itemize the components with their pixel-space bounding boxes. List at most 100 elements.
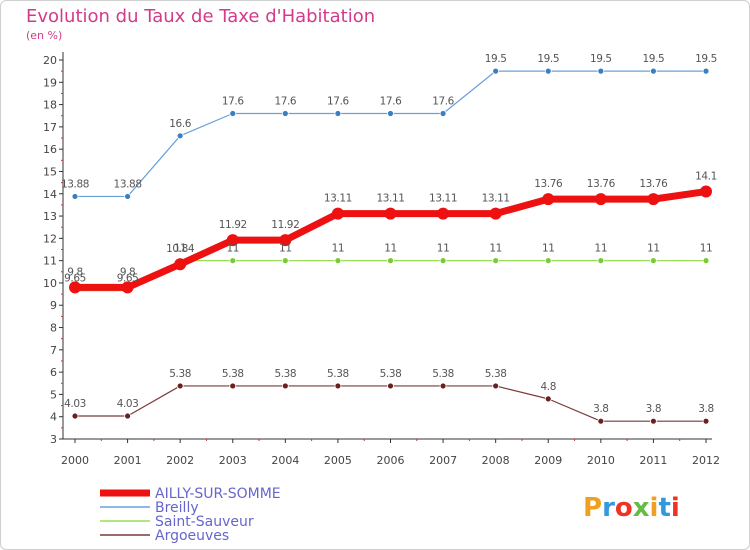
data-label-breilly: 19.5 [643, 53, 665, 65]
data-point-argoeuves [439, 382, 447, 390]
data-point-argoeuves [650, 417, 657, 425]
data-point-breilly [650, 67, 657, 75]
data-label-saint-sauveur: 11 [437, 243, 450, 255]
proxiti-logo-text: Proxiti [583, 493, 680, 523]
data-point-argoeuves [229, 382, 237, 390]
data-label-argoeuves: 3.8 [646, 403, 662, 415]
y-tick-label: 20 [43, 54, 57, 67]
data-point-breilly [439, 110, 447, 117]
data-label-argoeuves: 4.03 [117, 398, 139, 410]
data-point-saint-sauveur [650, 257, 657, 265]
data-label-ailly-sur-somme: 13.76 [534, 178, 563, 190]
data-label-argoeuves: 5.38 [432, 368, 454, 380]
data-point-breilly [597, 67, 605, 75]
data-label-ailly-sur-somme: 9.8 [67, 266, 83, 278]
data-point-saint-sauveur [334, 257, 342, 265]
data-point-saint-sauveur [597, 257, 605, 265]
data-label-ailly-sur-somme: 9.8 [120, 266, 136, 278]
data-label-breilly: 19.5 [590, 53, 612, 65]
data-label-breilly: 17.6 [380, 96, 402, 108]
data-point-breilly [71, 193, 79, 200]
data-point-breilly [124, 193, 131, 200]
x-tick-label: 2012 [692, 454, 720, 467]
data-label-argoeuves: 5.38 [222, 368, 244, 380]
data-label-argoeuves: 5.38 [169, 368, 191, 380]
y-tick-label: 14 [43, 188, 57, 201]
y-tick-label: 16 [43, 143, 57, 156]
data-point-ailly-sur-somme [226, 234, 239, 247]
data-label-ailly-sur-somme: 11.92 [271, 219, 299, 231]
y-tick-label: 10 [43, 277, 57, 290]
y-tick-label: 17 [43, 121, 57, 134]
data-point-ailly-sur-somme [279, 234, 292, 247]
y-tick-label: 4 [50, 411, 57, 424]
data-point-saint-sauveur [702, 257, 710, 265]
data-label-ailly-sur-somme: 13.76 [587, 178, 616, 190]
axes: 3 4 5 6 7 8 9 10 11 12 13 14 15 16 17 18 19 20 2000 2001 200… [43, 52, 720, 467]
y-tick-label: 9 [50, 299, 57, 312]
data-label-argoeuves: 5.38 [485, 368, 507, 380]
data-label-breilly: 17.6 [432, 96, 454, 108]
data-point-argoeuves [702, 417, 710, 425]
data-label-breilly: 19.5 [537, 53, 559, 65]
legend-label-argoeuves: Argoeuves [155, 528, 229, 544]
data-label-argoeuves: 5.38 [274, 368, 296, 380]
data-label-saint-sauveur: 11 [174, 243, 187, 255]
data-point-ailly-sur-somme [384, 207, 397, 220]
data-label-saint-sauveur: 11 [489, 243, 502, 255]
data-point-saint-sauveur [387, 257, 394, 265]
x-tick-label: 2011 [639, 454, 667, 467]
data-label-ailly-sur-somme: 10.84 [166, 243, 195, 255]
data-label-saint-sauveur: 11 [647, 243, 660, 255]
data-label-breilly: 17.6 [222, 96, 244, 108]
data-point-saint-sauveur [281, 257, 289, 265]
series-line-argoeuves [74, 385, 707, 422]
data-point-ailly-sur-somme [647, 193, 660, 206]
y-tick-label: 11 [43, 255, 57, 268]
data-label-argoeuves: 4.8 [541, 381, 557, 393]
data-label-saint-sauveur: 11 [226, 243, 239, 255]
data-point-ailly-sur-somme [121, 281, 134, 294]
data-label-ailly-sur-somme: 11.92 [219, 219, 247, 231]
y-tick-label: 6 [50, 366, 57, 379]
data-label-ailly-sur-somme: 13.11 [482, 193, 510, 205]
data-label-ailly-sur-somme: 13.11 [324, 193, 352, 205]
data-label-ailly-sur-somme: 14.1 [695, 171, 717, 183]
x-tick-label: 2005 [324, 454, 352, 467]
data-point-breilly [492, 67, 500, 75]
data-point-argoeuves [281, 382, 289, 390]
data-label-argoeuves: 4.03 [64, 398, 86, 410]
data-label-breilly: 19.5 [695, 53, 717, 65]
legend: AILLY-SUR-SOMMEBreillySaint-SauveurArgoe… [100, 486, 281, 544]
data-label-saint-sauveur: 11 [595, 243, 608, 255]
data-label-saint-sauveur: 11 [542, 243, 555, 255]
legend-label-ailly-sur-somme: AILLY-SUR-SOMME [155, 486, 281, 502]
data-point-ailly-sur-somme [437, 207, 450, 220]
data-point-ailly-sur-somme [594, 193, 607, 206]
y-tick-label: 7 [50, 344, 57, 357]
x-tick-label: 2000 [61, 454, 89, 467]
legend-label-breilly: Breilly [155, 500, 199, 516]
data-point-argoeuves [334, 382, 342, 390]
y-tick-label: 13 [43, 210, 57, 223]
data-point-argoeuves [492, 382, 500, 390]
data-point-argoeuves [71, 412, 79, 420]
data-point-ailly-sur-somme [542, 193, 555, 206]
x-tick-label: 2003 [219, 454, 247, 467]
data-label-argoeuves: 5.38 [380, 368, 402, 380]
data-point-argoeuves [124, 412, 131, 420]
value-labels: 13.88 13.88 16.6 17.6 17.6 17.6 17.6 17.6 19.5 19… [61, 53, 717, 415]
series-points [69, 67, 712, 425]
proxiti-logo: Proxiti [583, 493, 680, 523]
data-point-breilly [544, 67, 552, 75]
legend-label-saint-sauveur: Saint-Sauveur [155, 514, 254, 530]
data-label-breilly: 13.88 [114, 178, 142, 190]
data-point-saint-sauveur [439, 257, 447, 265]
data-label-breilly: 17.6 [274, 96, 296, 108]
data-point-ailly-sur-somme [331, 207, 344, 220]
data-label-ailly-sur-somme: 13.11 [376, 193, 404, 205]
data-point-ailly-sur-somme [489, 207, 502, 220]
x-tick-label: 2002 [166, 454, 194, 467]
